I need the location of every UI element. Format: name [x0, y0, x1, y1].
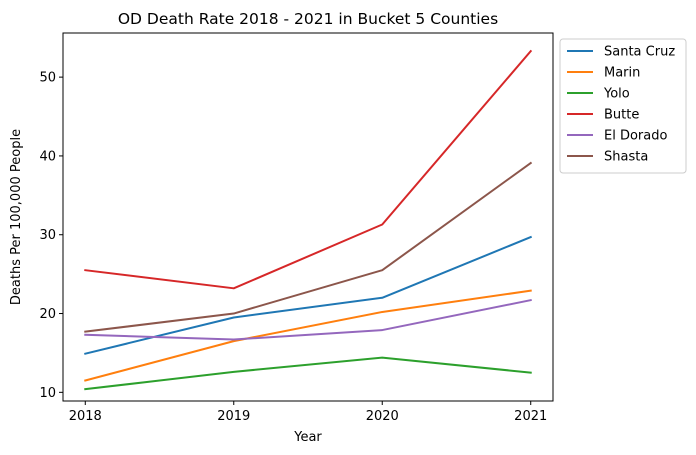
legend: Santa Cruz Marin Yolo Butte El Dorado Shasta — [559, 38, 687, 174]
legend-label-el-dorado: El Dorado — [604, 129, 667, 144]
y-tick-label: 20 — [39, 307, 56, 322]
series-line-el-dorado — [84, 298, 532, 341]
chart-title: OD Death Rate 2018 - 2021 in Bucket 5 Co… — [118, 10, 498, 28]
series-lines — [84, 49, 533, 391]
y-tick-label: 40 — [39, 149, 56, 164]
legend-label-shasta: Shasta — [604, 150, 648, 165]
legend-label-santa-cruz: Santa Cruz — [604, 45, 675, 60]
plot-area — [62, 32, 554, 402]
x-tick-label: 2019 — [217, 409, 250, 424]
x-tick-label: 2018 — [69, 409, 102, 424]
y-axis: 10 20 30 40 50 — [39, 71, 63, 401]
series-line-butte — [84, 49, 533, 290]
y-tick-label: 30 — [39, 228, 56, 243]
x-axis: 2018 2019 2020 2021 — [69, 401, 547, 424]
series-line-santa-cruz — [84, 235, 533, 355]
legend-label-yolo: Yolo — [603, 87, 630, 102]
x-axis-label: Year — [293, 430, 322, 445]
y-axis-label: Deaths Per 100,000 People — [9, 129, 24, 305]
series-line-shasta — [84, 161, 533, 333]
x-tick-label: 2020 — [366, 409, 399, 424]
axes-frame — [62, 32, 554, 402]
legend-label-butte: Butte — [604, 108, 639, 123]
y-tick-label: 50 — [39, 71, 56, 86]
x-tick-label: 2021 — [514, 409, 547, 424]
y-tick-label: 10 — [39, 386, 56, 401]
series-line-marin — [84, 289, 532, 382]
series-line-yolo — [84, 356, 532, 391]
legend-label-marin: Marin — [604, 66, 640, 81]
